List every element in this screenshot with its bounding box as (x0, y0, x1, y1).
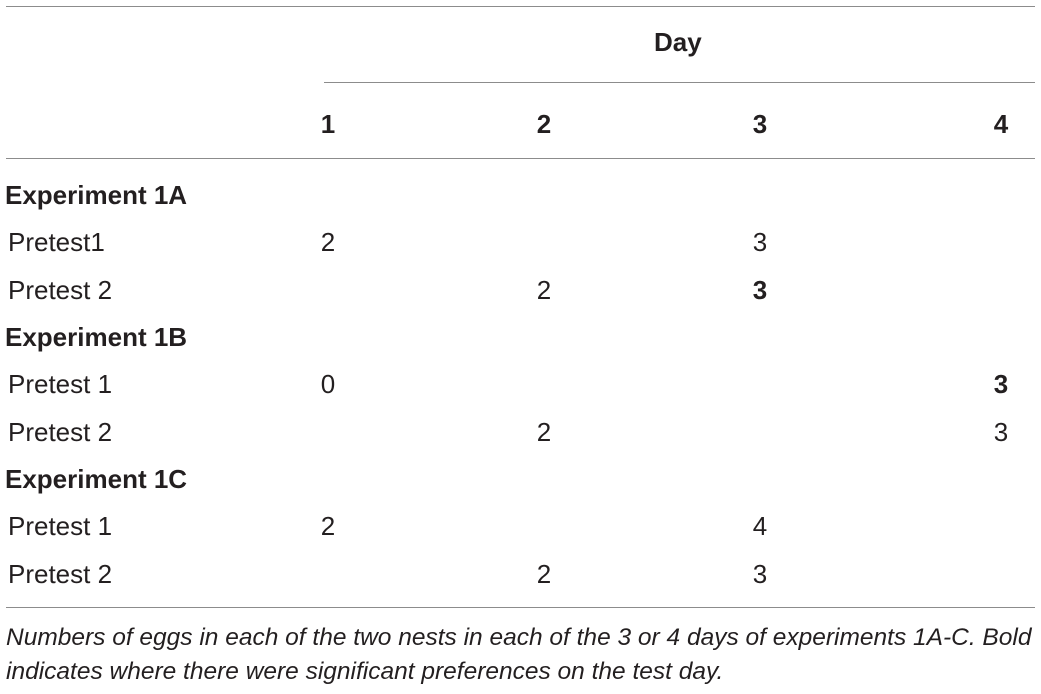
row-label: Pretest1 (8, 227, 105, 257)
header-bottom-rule (6, 158, 1035, 159)
section-title-experiment-1a: Experiment 1A (5, 180, 188, 210)
table-cell: 2 (320, 227, 336, 257)
row-label: Pretest 2 (8, 275, 113, 305)
top-rule (6, 6, 1035, 7)
table-cell: 0 (320, 369, 336, 399)
table-cell: 2 (536, 275, 552, 305)
column-header-day-3: 3 (752, 109, 768, 139)
table-cell: 3 (993, 417, 1009, 447)
section-title-experiment-1b: Experiment 1B (5, 322, 188, 352)
row-label: Pretest 1 (8, 369, 113, 399)
table-cell-significant: 3 (993, 369, 1009, 399)
table-bottom-rule (6, 607, 1035, 608)
day-header: Day (654, 27, 702, 57)
day-span-rule (324, 82, 1035, 83)
row-label: Pretest 2 (8, 559, 113, 589)
table-cell: 3 (752, 559, 768, 589)
row-label: Pretest 2 (8, 417, 113, 447)
table-cell: 2 (536, 559, 552, 589)
column-header-day-2: 2 (536, 109, 552, 139)
row-label: Pretest 1 (8, 511, 113, 541)
table-caption: Numbers of eggs in each of the two nests… (6, 624, 1032, 685)
section-title-experiment-1c: Experiment 1C (5, 464, 188, 494)
table-cell: 3 (752, 227, 768, 257)
table-cell: 2 (536, 417, 552, 447)
table-cell-significant: 3 (752, 275, 768, 305)
table-cell: 2 (320, 511, 336, 541)
column-header-day-4: 4 (993, 109, 1009, 139)
table-cell: 4 (752, 511, 768, 541)
column-header-day-1: 1 (320, 109, 336, 139)
